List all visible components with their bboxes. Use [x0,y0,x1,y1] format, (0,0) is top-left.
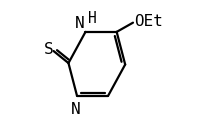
Text: S: S [44,42,53,57]
Text: OEt: OEt [134,14,162,29]
Text: N: N [75,16,84,31]
Text: H: H [88,10,96,26]
Text: N: N [70,102,80,117]
